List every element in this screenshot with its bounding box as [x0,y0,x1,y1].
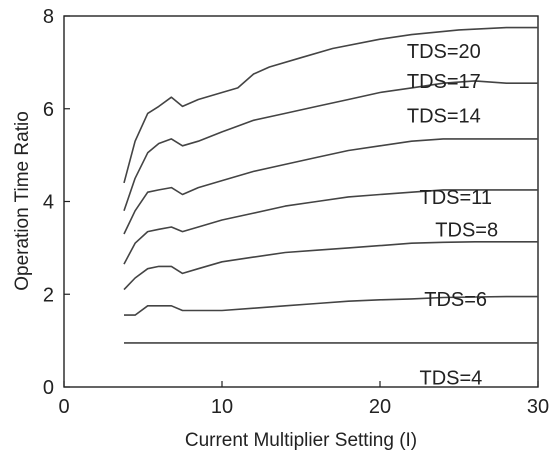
series-labels: TDS=20 TDS=17 TDS=14 TDS=11 TDS=8 TDS=6 TDS=4 [407,41,498,390]
y-axis-label: Operation Time Ratio [12,111,33,291]
x-tick-label: 0 [58,396,69,418]
y-axis-ticks: 0 2 4 6 8 [43,6,70,399]
y-tick-label: 8 [43,6,54,28]
series-label: TDS=14 [407,106,481,128]
x-axis-ticks: 0 10 20 30 [58,381,549,418]
series-line-tds-11 [123,189,538,265]
series-label: TDS=17 [407,71,481,93]
series-line-tds-14 [123,138,538,235]
series-label: TDS=4 [420,368,483,390]
y-tick-label: 6 [43,99,54,121]
x-tick-label: 10 [211,396,233,418]
series-label: TDS=20 [407,41,481,63]
series-label: TDS=8 [435,219,498,241]
series-label: TDS=6 [424,289,487,311]
series-line-tds-20 [123,26,538,184]
series-line-tds-17 [123,80,538,212]
x-tick-label: 30 [527,396,549,418]
y-tick-label: 0 [43,377,54,399]
y-tick-label: 2 [43,284,54,306]
series-line-tds-6 [124,295,538,316]
y-tick-label: 4 [43,192,54,214]
x-tick-label: 20 [369,396,391,418]
series-lines [123,26,538,344]
series-line-tds-8 [123,241,538,291]
x-axis-label: Current Multiplier Setting (I) [185,430,417,451]
series-label: TDS=11 [420,187,492,209]
